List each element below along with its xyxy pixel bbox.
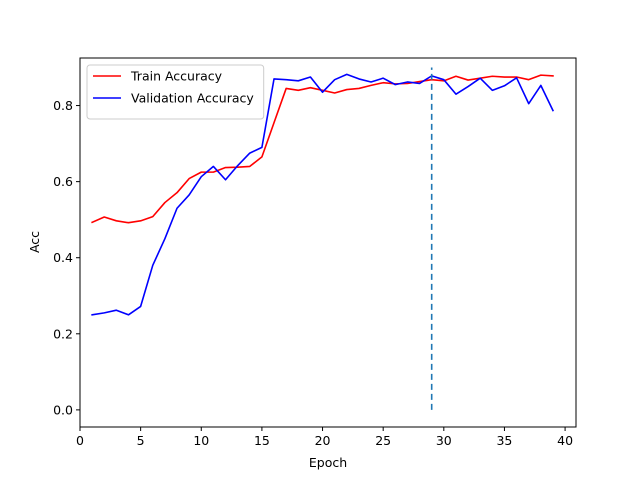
x-tick-label: 30 — [436, 433, 452, 448]
y-tick-label: 0.0 — [53, 402, 73, 417]
y-axis-label: Acc — [27, 231, 42, 253]
x-axis-label: Epoch — [309, 455, 347, 470]
x-tick-label: 35 — [496, 433, 512, 448]
legend-label: Train Accuracy — [130, 69, 223, 84]
x-tick-label: 0 — [76, 433, 84, 448]
y-axis: 0.0 0.2 0.4 0.6 0.8 — [53, 98, 80, 417]
x-tick-label: 25 — [375, 433, 391, 448]
y-tick-label: 0.2 — [53, 326, 73, 341]
legend: Train Accuracy Validation Accuracy — [86, 64, 265, 120]
x-tick-label: 40 — [557, 433, 573, 448]
legend-label: Validation Accuracy — [131, 91, 254, 106]
y-tick-label: 0.8 — [53, 98, 73, 113]
x-tick-label: 15 — [254, 433, 270, 448]
y-tick-label: 0.6 — [53, 174, 73, 189]
x-tick-label: 10 — [193, 433, 209, 448]
series-line-validation-accuracy — [91, 73, 555, 316]
series-layer — [91, 73, 555, 316]
x-tick-label: 5 — [137, 433, 145, 448]
y-tick-label: 0.4 — [53, 250, 73, 265]
x-tick-label: 20 — [315, 433, 331, 448]
x-axis: 0 5 10 15 20 25 30 35 40 — [76, 427, 573, 448]
legend-box — [86, 64, 265, 120]
plot-frame — [79, 57, 577, 428]
series-line-train-accuracy — [91, 74, 554, 224]
